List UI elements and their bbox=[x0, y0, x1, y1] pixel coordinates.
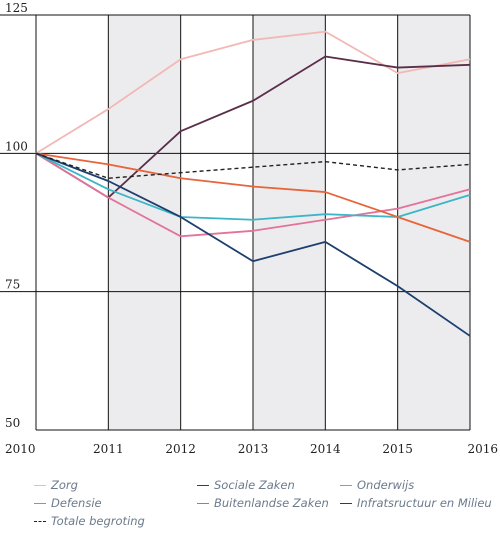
x-tick-label: 2010 bbox=[5, 442, 36, 456]
series-lines bbox=[35, 30, 471, 337]
y-axis-ticks: 125 100 75 50 bbox=[5, 1, 28, 430]
x-tick-label: 2012 bbox=[165, 442, 196, 456]
legend-item: Buitenlandse Zaken bbox=[197, 496, 329, 510]
shaded-band bbox=[253, 15, 326, 430]
y-tick-label: 75 bbox=[5, 278, 20, 292]
x-tick-label: 2015 bbox=[382, 442, 413, 456]
y-tick-label: 125 bbox=[5, 1, 28, 15]
shaded-band bbox=[108, 15, 181, 430]
x-tick-label: 2016 bbox=[467, 442, 498, 456]
y-tick-label: 100 bbox=[5, 139, 28, 153]
series-line bbox=[35, 152, 471, 179]
x-axis-ticks: 2010 2011 2012 2013 2014 2015 2016 bbox=[5, 442, 498, 456]
legend-swatch bbox=[197, 502, 209, 504]
legend-label: Buitenlandse Zaken bbox=[214, 496, 329, 510]
legend: Zorg Sociale Zaken Onderwijs Defensie Buiten… bbox=[0, 478, 500, 538]
legend-swatch bbox=[34, 484, 46, 486]
legend-item: Infratsructuur en Milieu bbox=[340, 496, 492, 510]
legend-label: Onderwijs bbox=[357, 478, 415, 492]
legend-label: Sociale Zaken bbox=[214, 478, 295, 492]
legend-label: Totale begroting bbox=[51, 514, 145, 528]
x-tick-label: 2014 bbox=[310, 442, 341, 456]
x-tick-label: 2013 bbox=[238, 442, 269, 456]
legend-item: Zorg bbox=[34, 478, 78, 492]
legend-item: Defensie bbox=[34, 496, 102, 510]
y-tick-label: 50 bbox=[5, 416, 20, 430]
shaded-band bbox=[397, 15, 470, 430]
legend-label: Infratsructuur en Milieu bbox=[357, 496, 492, 510]
legend-swatch bbox=[197, 484, 209, 486]
legend-item: Totale begroting bbox=[34, 514, 145, 528]
series-line bbox=[35, 152, 471, 243]
legend-item: Onderwijs bbox=[340, 478, 414, 492]
series-line bbox=[35, 152, 471, 337]
legend-item: Sociale Zaken bbox=[197, 478, 295, 492]
grid-lines bbox=[0, 14, 471, 431]
series-line bbox=[35, 152, 471, 238]
x-tick-label: 2011 bbox=[93, 442, 124, 456]
line-chart: 125 100 75 50 2010 2011 2012 2013 2014 2015 2016 bbox=[0, 1, 498, 456]
legend-swatch bbox=[340, 484, 352, 486]
legend-label: Defensie bbox=[51, 496, 102, 510]
legend-swatch bbox=[340, 502, 352, 504]
legend-swatch bbox=[34, 502, 46, 504]
legend-label: Zorg bbox=[51, 478, 78, 492]
series-line bbox=[35, 30, 471, 155]
legend-swatch bbox=[34, 520, 46, 522]
